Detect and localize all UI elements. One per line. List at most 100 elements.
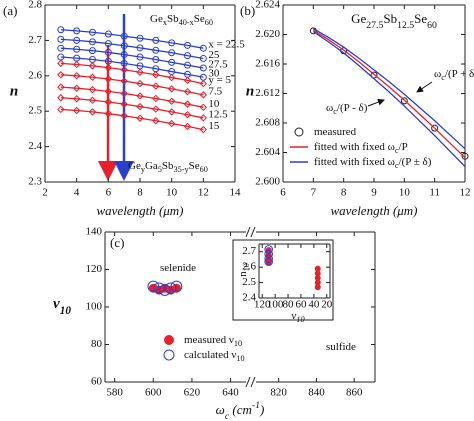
point	[170, 280, 183, 293]
point	[136, 68, 144, 76]
point	[184, 52, 191, 60]
point	[199, 91, 208, 99]
text-part: x	[163, 18, 168, 27]
y-tick-label: 140	[86, 226, 103, 238]
x-tick-label: 8	[341, 187, 347, 199]
series-line	[60, 86, 204, 108]
point	[88, 96, 97, 104]
x-tick-label: 7	[311, 187, 317, 199]
text-part: 12.5	[397, 20, 414, 31]
y-tick-label: 2.4	[242, 292, 256, 304]
x-axis-label: wavelength (μm)	[330, 203, 417, 218]
point	[57, 105, 65, 114]
point	[104, 87, 113, 96]
text-part: 27.5	[366, 20, 383, 31]
point	[152, 36, 160, 44]
point	[88, 85, 97, 94]
y-tick-label: 2.612	[255, 87, 280, 99]
text-part: Se	[414, 11, 427, 26]
text-part: c	[395, 161, 399, 170]
text-part: ν	[229, 334, 234, 346]
point	[400, 97, 408, 105]
point	[314, 270, 321, 277]
point	[199, 54, 207, 62]
x-tick-label: 10	[399, 187, 411, 199]
point	[72, 106, 81, 115]
point	[167, 85, 176, 93]
x-tick-label: 120	[254, 299, 271, 311]
text-part: Sb	[167, 13, 179, 25]
arrow	[367, 98, 385, 107]
y-tick-label: 2.8	[28, 0, 42, 11]
point	[73, 27, 81, 35]
series-label: x = 22.5	[208, 39, 245, 51]
text-part: 10	[60, 305, 72, 317]
series-label: 25	[208, 49, 220, 61]
point	[159, 284, 171, 296]
y-tick-label: 2.620	[255, 28, 280, 40]
point	[461, 152, 469, 160]
axis-break	[250, 376, 256, 388]
y-tick-label: 2.7	[28, 34, 42, 46]
point	[183, 122, 192, 131]
point	[104, 40, 112, 48]
point	[199, 114, 208, 122]
point	[199, 79, 208, 88]
text-part: 10	[236, 354, 244, 363]
text-part: measured	[314, 126, 357, 138]
point	[136, 44, 144, 52]
point	[120, 32, 128, 40]
text-part: 60	[200, 165, 208, 174]
y-tick-label: 100	[86, 301, 103, 313]
legend-label: fitted with fixed ωc/P	[314, 141, 408, 156]
annotation: ωc/(P - δ)	[326, 102, 368, 117]
text-part: ω	[326, 102, 333, 114]
text-part: 5	[158, 165, 162, 174]
y-tick-label: 2.600	[255, 176, 280, 188]
point	[167, 73, 176, 82]
point	[152, 105, 160, 113]
point	[163, 349, 175, 361]
y-axis-label: n10	[237, 263, 252, 277]
point	[153, 282, 165, 295]
text-part: selenide	[160, 262, 196, 274]
point	[72, 84, 81, 92]
text-part: c	[441, 73, 445, 82]
point	[199, 44, 207, 52]
point	[120, 89, 128, 98]
point	[164, 335, 174, 345]
y-tick-label: 120	[86, 263, 103, 275]
x-tick-label: 640	[222, 387, 239, 399]
series-label: y = 5	[208, 74, 231, 86]
point	[152, 46, 160, 54]
text-part: 60	[427, 20, 437, 31]
text-part: Se	[194, 13, 205, 25]
point	[183, 76, 192, 85]
point	[120, 77, 128, 85]
point	[136, 34, 144, 42]
annotation: selenide	[160, 262, 196, 274]
point	[167, 119, 176, 128]
x-tick-label: 820	[270, 387, 287, 399]
y-tick-label: 2.7	[242, 245, 256, 257]
point	[104, 63, 113, 72]
point	[136, 92, 144, 100]
panel-label: (a)	[3, 3, 17, 18]
y-axis-label: ν10	[53, 296, 71, 316]
point	[57, 26, 65, 34]
text-part: Se	[189, 160, 200, 172]
point	[88, 108, 97, 116]
text-part: n	[237, 271, 249, 277]
x-tick-label: 600	[145, 387, 162, 399]
point	[264, 254, 273, 263]
y-tick-label: 2.5	[28, 105, 42, 117]
y-tick-label: 80	[91, 338, 103, 350]
text-part: 60	[205, 18, 213, 27]
chart-title: Ge27.5Sb12.5Se60	[351, 11, 437, 31]
text-part: c	[395, 146, 399, 155]
text-part: ω	[434, 68, 441, 80]
x-axis-label: wavelength (μm)	[96, 203, 183, 218]
point	[104, 98, 113, 106]
point	[136, 53, 144, 61]
text-part: fitted with fixed ω	[314, 156, 395, 168]
